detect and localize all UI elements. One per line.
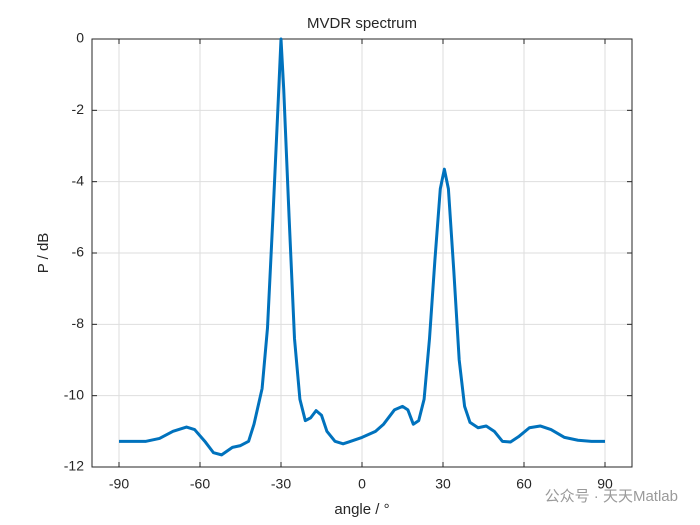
x-tick-label: 60	[516, 476, 532, 492]
chart-title: MVDR spectrum	[307, 15, 417, 32]
y-tick-label: -12	[64, 458, 84, 474]
x-tick-label: -60	[190, 476, 210, 492]
y-tick-label: -6	[72, 244, 85, 260]
watermark: 公众号 · 天天Matlab	[545, 488, 678, 505]
x-axis-label: angle / °	[334, 501, 389, 518]
y-tick-label: -4	[72, 172, 85, 188]
y-tick-label: 0	[76, 30, 84, 46]
x-tick-label: -90	[109, 476, 129, 492]
line-series	[119, 37, 605, 457]
y-tick-label: -8	[72, 315, 85, 331]
y-tick-label: -2	[72, 101, 85, 117]
x-tick-label: 90	[597, 476, 613, 492]
y-axis-label: P / dB	[35, 233, 52, 274]
x-tick-label: 30	[435, 476, 451, 492]
y-tick-label: -10	[64, 386, 84, 402]
x-tick-label: 0	[358, 476, 366, 492]
plot-frame	[91, 38, 633, 468]
x-tick-label: -30	[271, 476, 291, 492]
